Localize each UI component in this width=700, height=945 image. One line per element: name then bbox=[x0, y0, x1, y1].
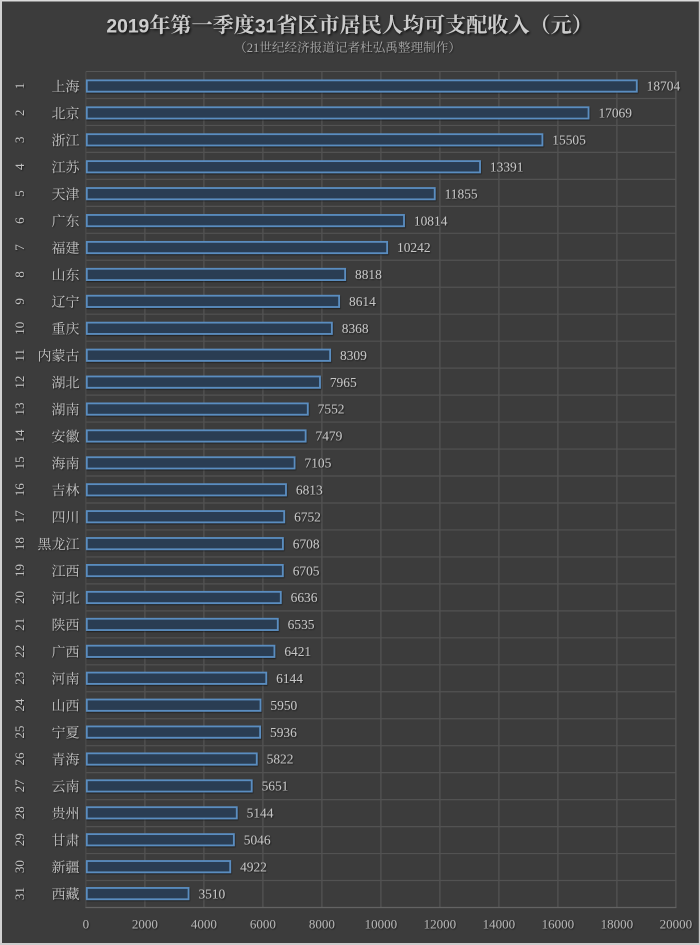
svg-text:5651: 5651 bbox=[262, 779, 289, 794]
svg-text:5: 5 bbox=[12, 190, 27, 197]
svg-text:10000: 10000 bbox=[365, 917, 398, 932]
svg-text:15505: 15505 bbox=[552, 133, 586, 148]
svg-text:8818: 8818 bbox=[355, 267, 382, 282]
svg-text:12: 12 bbox=[12, 376, 27, 389]
svg-text:6813: 6813 bbox=[296, 483, 323, 498]
svg-text:29: 29 bbox=[12, 833, 27, 846]
svg-text:2: 2 bbox=[12, 110, 27, 117]
svg-text:2019: 2019 bbox=[106, 16, 149, 37]
svg-text:10: 10 bbox=[12, 322, 27, 335]
svg-text:10242: 10242 bbox=[397, 240, 430, 255]
svg-text:20000: 20000 bbox=[660, 917, 693, 932]
svg-text:5822: 5822 bbox=[267, 752, 294, 767]
svg-text:16: 16 bbox=[12, 483, 27, 497]
svg-text:7965: 7965 bbox=[330, 375, 357, 390]
svg-text:25: 25 bbox=[12, 726, 27, 739]
svg-text:3: 3 bbox=[12, 137, 27, 144]
svg-text:30: 30 bbox=[12, 860, 27, 873]
svg-text:2000: 2000 bbox=[132, 917, 158, 932]
svg-text:7105: 7105 bbox=[305, 456, 332, 471]
svg-text:5046: 5046 bbox=[244, 832, 271, 847]
svg-text:14: 14 bbox=[12, 429, 27, 443]
svg-text:19: 19 bbox=[12, 564, 27, 577]
svg-text:6000: 6000 bbox=[250, 917, 276, 932]
svg-text:1: 1 bbox=[12, 83, 27, 90]
svg-text:7: 7 bbox=[12, 244, 27, 251]
svg-text:26: 26 bbox=[12, 752, 27, 766]
svg-text:28: 28 bbox=[12, 806, 27, 819]
svg-text:9: 9 bbox=[12, 298, 27, 305]
svg-text:17: 17 bbox=[12, 510, 27, 524]
svg-text:20: 20 bbox=[12, 591, 27, 604]
svg-text:6: 6 bbox=[12, 217, 27, 224]
svg-text:23: 23 bbox=[12, 672, 27, 685]
svg-text:21: 21 bbox=[247, 41, 260, 55]
svg-text:13391: 13391 bbox=[490, 159, 523, 174]
svg-text:10814: 10814 bbox=[414, 213, 448, 228]
svg-text:6421: 6421 bbox=[284, 644, 311, 659]
svg-text:21: 21 bbox=[12, 618, 27, 631]
svg-text:6708: 6708 bbox=[293, 536, 320, 551]
svg-text:7479: 7479 bbox=[316, 429, 343, 444]
svg-text:8614: 8614 bbox=[349, 294, 376, 309]
svg-text:27: 27 bbox=[12, 779, 27, 793]
svg-text:12000: 12000 bbox=[424, 917, 457, 932]
svg-text:18: 18 bbox=[12, 537, 27, 550]
svg-text:31: 31 bbox=[255, 16, 277, 37]
svg-text:6535: 6535 bbox=[288, 617, 315, 632]
svg-text:6144: 6144 bbox=[276, 671, 303, 686]
svg-text:4922: 4922 bbox=[240, 859, 267, 874]
svg-text:31: 31 bbox=[12, 887, 27, 900]
svg-text:6752: 6752 bbox=[294, 509, 321, 524]
svg-text:8000: 8000 bbox=[309, 917, 335, 932]
svg-text:14000: 14000 bbox=[483, 917, 516, 932]
svg-text:5950: 5950 bbox=[270, 698, 297, 713]
svg-text:0: 0 bbox=[83, 917, 90, 932]
svg-text:8: 8 bbox=[12, 271, 27, 278]
svg-text:18704: 18704 bbox=[647, 79, 681, 94]
svg-text:17069: 17069 bbox=[598, 106, 632, 121]
svg-text:13: 13 bbox=[12, 403, 27, 416]
svg-text:16000: 16000 bbox=[542, 917, 575, 932]
svg-text:11: 11 bbox=[12, 349, 27, 362]
svg-text:4: 4 bbox=[12, 163, 27, 170]
svg-text:15: 15 bbox=[12, 456, 27, 469]
svg-text:6705: 6705 bbox=[293, 563, 320, 578]
svg-text:8309: 8309 bbox=[340, 348, 367, 363]
svg-text:7552: 7552 bbox=[318, 402, 345, 417]
svg-text:4000: 4000 bbox=[191, 917, 217, 932]
svg-text:22: 22 bbox=[12, 645, 27, 658]
svg-text:11855: 11855 bbox=[445, 186, 478, 201]
svg-text:3510: 3510 bbox=[198, 886, 225, 901]
svg-text:8368: 8368 bbox=[342, 321, 369, 336]
svg-text:5936: 5936 bbox=[270, 725, 297, 740]
svg-text:6636: 6636 bbox=[291, 590, 318, 605]
svg-text:18000: 18000 bbox=[601, 917, 634, 932]
svg-text:24: 24 bbox=[12, 698, 27, 712]
svg-text:5144: 5144 bbox=[247, 806, 274, 821]
